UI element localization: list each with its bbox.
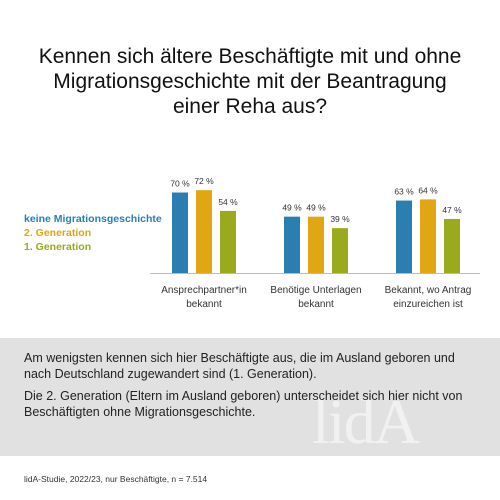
bar-gen2-3 <box>420 199 436 273</box>
category-label-2-line-1: Benötige Unterlagen <box>270 285 361 296</box>
data-label-gen2-2: 49 % <box>306 203 326 213</box>
title-line-1: Kennen sich ältere Beschäftigte mit und … <box>38 45 462 68</box>
lida-watermark: lidA <box>312 386 420 456</box>
data-label-gen2-1: 72 % <box>194 176 214 186</box>
summary-paragraph-1: Am wenigsten kennen sich hier Beschäftig… <box>24 351 455 381</box>
data-label-gen1-2: 39 % <box>330 214 350 224</box>
data-label-gen1-1: 54 % <box>218 197 238 207</box>
category-label-1-line-1: Ansprechpartner*in <box>161 285 247 296</box>
bar-keine-1 <box>172 192 188 273</box>
title-line-2: Migrationsgeschichte mit der Beantragung <box>53 70 447 93</box>
data-label-keine-1: 70 % <box>170 179 190 189</box>
chart-title: Kennen sich ältere Beschäftigte mit und … <box>0 44 500 119</box>
data-label-keine-2: 49 % <box>282 203 302 213</box>
bar-keine-3 <box>396 200 412 273</box>
source-note: lidA-Studie, 2022/23, nur Beschäftigte, … <box>24 474 208 484</box>
bar-chart: 70 % 72 % 54 % Ansprechpartner*in bekannt 49 … <box>150 176 480 310</box>
bar-gen2-1 <box>196 190 212 273</box>
bar-gen1-2 <box>332 228 348 273</box>
category-label-1-line-2: bekannt <box>186 299 222 310</box>
title-line-3: einer Reha aus? <box>172 95 328 118</box>
bar-gen1-3 <box>444 218 460 273</box>
legend-item-gen1: 1. Generation <box>24 241 92 253</box>
bar-gen1-1 <box>220 210 236 273</box>
category-label-2-line-2: bekannt <box>298 299 334 310</box>
data-label-keine-3: 63 % <box>394 187 414 197</box>
summary-paragraph-2: Die 2. Generation (Eltern im Ausland geb… <box>24 389 463 419</box>
legend-item-gen2: 2. Generation <box>24 227 92 239</box>
category-label-3-line-2: einzureichen ist <box>393 299 463 310</box>
legend-item-keine: keine Migrationsgeschichte <box>24 213 162 225</box>
data-label-gen1-3: 47 % <box>442 205 462 215</box>
chart-legend: keine Migrationsgeschichte 2. Generation… <box>24 212 162 254</box>
bar-gen2-2 <box>308 216 324 273</box>
category-label-3-line-1: Bekannt, wo Antrag <box>385 285 472 296</box>
bar-keine-2 <box>284 216 300 273</box>
data-label-gen2-3: 64 % <box>418 185 438 195</box>
summary-panel: lidA Am wenigsten kennen sich hier Besch… <box>0 338 500 456</box>
